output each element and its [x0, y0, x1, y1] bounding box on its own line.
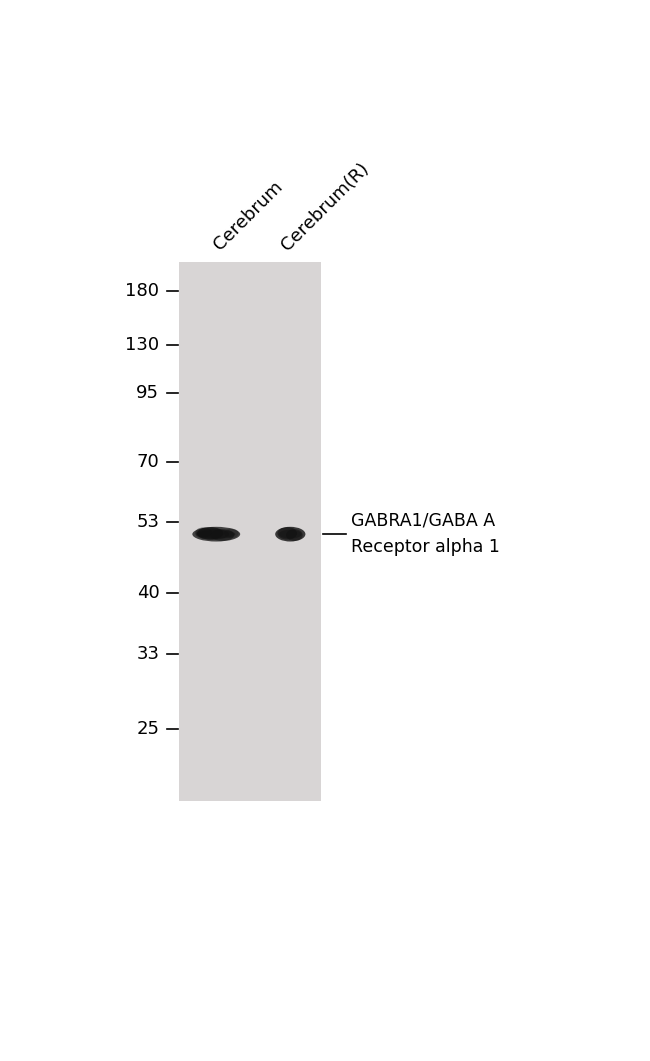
- Text: 40: 40: [136, 584, 159, 602]
- Text: GABRA1/GABA A
Receptor alpha 1: GABRA1/GABA A Receptor alpha 1: [351, 512, 500, 556]
- Text: 33: 33: [136, 645, 159, 663]
- Text: 70: 70: [136, 453, 159, 471]
- Ellipse shape: [196, 528, 229, 540]
- Text: 180: 180: [125, 282, 159, 299]
- Ellipse shape: [197, 527, 224, 540]
- Text: 130: 130: [125, 336, 159, 354]
- Ellipse shape: [275, 527, 306, 541]
- FancyBboxPatch shape: [179, 262, 320, 801]
- Text: 25: 25: [136, 720, 159, 738]
- Text: Cerebrum: Cerebrum: [210, 178, 286, 254]
- Ellipse shape: [224, 528, 239, 538]
- Ellipse shape: [279, 529, 302, 539]
- Ellipse shape: [195, 527, 212, 538]
- Text: 95: 95: [136, 384, 159, 402]
- Text: 53: 53: [136, 512, 159, 530]
- Ellipse shape: [197, 529, 235, 539]
- Text: Cerebrum(R): Cerebrum(R): [278, 159, 372, 254]
- Ellipse shape: [286, 529, 303, 541]
- Ellipse shape: [278, 527, 297, 540]
- Ellipse shape: [192, 527, 240, 541]
- Ellipse shape: [211, 529, 234, 541]
